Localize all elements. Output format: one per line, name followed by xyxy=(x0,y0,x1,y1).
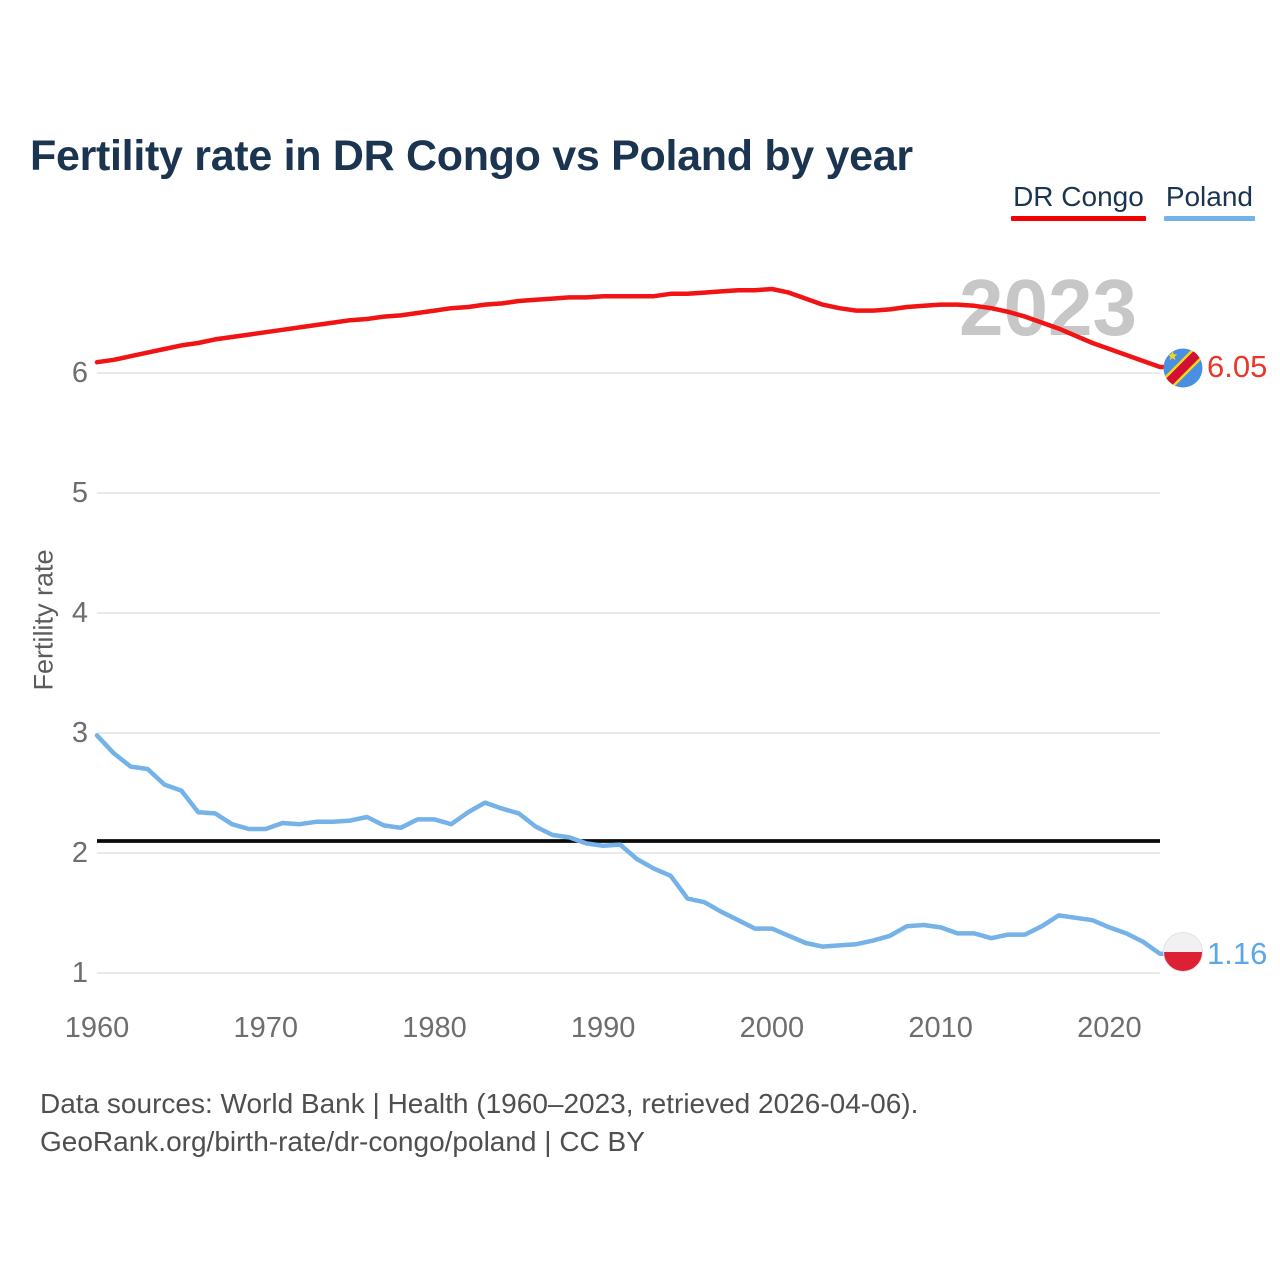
gridlines xyxy=(97,372,1160,974)
poland-flag-icon xyxy=(1163,932,1203,972)
x-tick-label: 2000 xyxy=(739,1012,805,1044)
y-tick-label: 6 xyxy=(71,357,88,389)
legend-item-dr-congo[interactable]: DR Congo xyxy=(1011,181,1146,221)
dr-congo-end-value: 6.05 xyxy=(1207,349,1268,384)
y-tick-label: 3 xyxy=(71,717,88,749)
footer-line-2: GeoRank.org/birth-rate/dr-congo/poland |… xyxy=(40,1126,645,1157)
legend-label-dr-congo: DR Congo xyxy=(1013,181,1144,212)
poland-line[interactable] xyxy=(94,733,1169,957)
y-tick-label: 2 xyxy=(71,837,88,869)
x-tick-label: 1970 xyxy=(233,1012,298,1044)
dr-congo-line[interactable] xyxy=(94,286,1169,370)
footer: Data sources: World Bank | Health (1960–… xyxy=(40,1085,918,1161)
legend-label-poland: Poland xyxy=(1165,181,1253,212)
x-tick-label: 1960 xyxy=(64,1012,130,1044)
page-title: Fertility rate in DR Congo vs Poland by … xyxy=(30,131,913,180)
legend-swatch-dr-congo xyxy=(1011,216,1146,221)
footer-line-1: Data sources: World Bank | Health (1960–… xyxy=(40,1088,919,1119)
y-tick-label: 4 xyxy=(71,597,88,629)
legend-item-poland[interactable]: Poland xyxy=(1163,181,1255,221)
y-tick-label: 5 xyxy=(71,477,88,509)
legend-swatch-poland xyxy=(1163,216,1255,221)
poland-end-value: 1.16 xyxy=(1207,936,1268,971)
dr-congo-flag-icon xyxy=(1163,348,1203,388)
x-tick-label: 2010 xyxy=(908,1012,973,1044)
x-tick-label: 1980 xyxy=(402,1012,467,1044)
y-tick-label: 1 xyxy=(71,957,88,989)
chart-legend: DR Congo Poland xyxy=(1011,181,1255,221)
x-tick-label: 2020 xyxy=(1077,1012,1142,1044)
x-tick-label: 1990 xyxy=(570,1012,636,1044)
